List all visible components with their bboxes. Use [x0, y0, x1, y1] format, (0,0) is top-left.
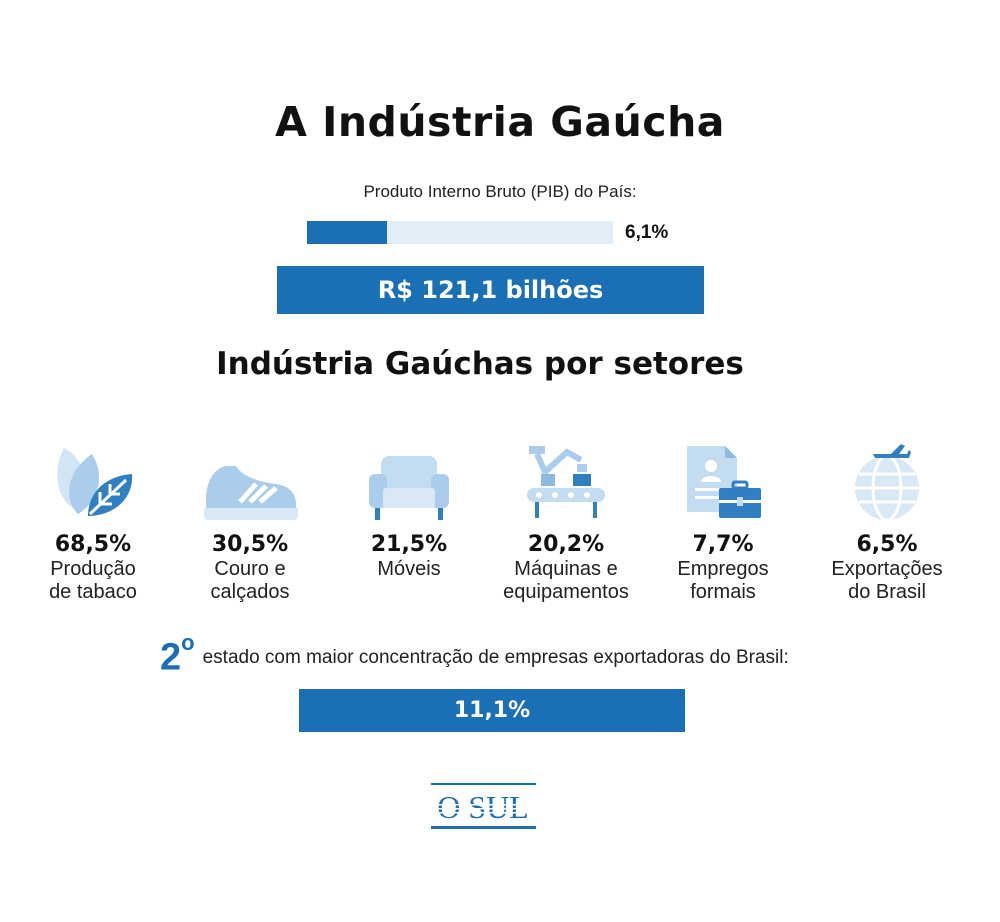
sector-label: Produção de tabaco [49, 558, 137, 603]
sneaker-icon [170, 440, 330, 522]
sector-percent: 30,5% [211, 532, 289, 557]
ranking-ordinal: o [181, 630, 195, 655]
globe-airplane-icon [807, 440, 967, 522]
sector-percent: 20,2% [527, 532, 605, 557]
sector-percent: 21,5% [370, 532, 448, 557]
armchair-icon [329, 440, 489, 522]
sector-label: Exportações do Brasil [831, 558, 943, 603]
ranking-text: estado com maior concentração de empresa… [202, 647, 789, 669]
pib-share-bar [307, 221, 613, 244]
svg-text:O SUL: O SUL [437, 789, 529, 825]
robotic-arm-conveyor-icon [486, 440, 646, 522]
sector-exports: 6,5% Exportações do Brasil [807, 440, 967, 604]
sector-label: Empregos formais [677, 558, 769, 603]
ranking-number: 2 [160, 636, 182, 679]
tobacco-leaves-icon [13, 440, 173, 522]
export-ranking: 2o estado com maior concentração de empre… [160, 630, 860, 680]
sector-label: Móveis [377, 558, 441, 580]
export-share-bar: 11,1% [299, 689, 685, 732]
sector-percent: 6,5% [856, 532, 918, 557]
sector-percent: 68,5% [54, 532, 132, 557]
sector-machinery: 20,2% Máquinas e equipamentos [486, 440, 646, 604]
pib-label: Produto Interno Bruto (PIB) do País: [363, 182, 637, 201]
sector-leather-footwear: 30,5% Couro e calçados [170, 440, 330, 604]
sector-percent: 7,7% [692, 532, 754, 557]
sector-formal-jobs: 7,7% Empregos formais [643, 440, 803, 604]
page-title: A Indústria Gaúcha [275, 98, 725, 146]
pib-percent: 6,1% [625, 222, 669, 243]
sector-label: Máquinas e equipamentos [503, 558, 629, 603]
sector-furniture: 21,5% Móveis [329, 440, 489, 581]
sector-tobacco: 68,5% Produção de tabaco [13, 440, 173, 604]
document-briefcase-icon [643, 440, 803, 522]
pib-share-fill [307, 221, 387, 244]
o-sul-logo: O SUL [431, 783, 536, 829]
sectors-title: Indústria Gaúchas por setores [216, 346, 744, 382]
pib-value-bar: R$ 121,1 bilhões [277, 266, 704, 314]
sector-label: Couro e calçados [210, 558, 290, 603]
